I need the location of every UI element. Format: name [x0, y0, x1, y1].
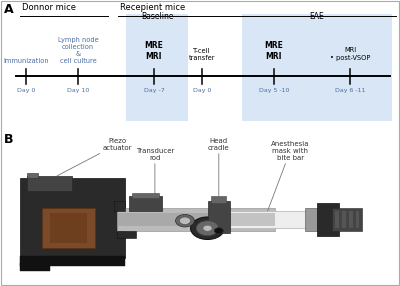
Text: Day 0: Day 0 [193, 88, 211, 93]
Bar [332, 208, 362, 231]
Text: Day 10: Day 10 [67, 88, 89, 93]
Bar [114, 201, 125, 211]
Bar [117, 231, 136, 238]
Text: B: B [4, 133, 14, 146]
Bar [50, 213, 87, 243]
Circle shape [191, 217, 224, 239]
Text: A: A [4, 3, 14, 16]
Bar [27, 176, 72, 191]
Bar [126, 15, 188, 121]
Bar [20, 263, 50, 271]
Bar [27, 173, 38, 178]
Bar [335, 211, 339, 228]
Bar [342, 211, 346, 228]
Text: Anesthesia
mask with
bite bar: Anesthesia mask with bite bar [268, 141, 310, 211]
Text: Transducer
rod: Transducer rod [136, 148, 174, 196]
Bar [128, 196, 162, 211]
Bar [208, 201, 230, 233]
Text: Immunization: Immunization [3, 58, 49, 64]
Text: MRE
MRI: MRE MRI [144, 41, 164, 61]
Bar [211, 196, 226, 203]
Bar [349, 211, 353, 228]
Text: T-cell
transfer: T-cell transfer [189, 47, 215, 61]
Bar [117, 208, 275, 231]
Text: Donnor mice: Donnor mice [22, 3, 76, 12]
Bar [20, 178, 125, 258]
Bar [305, 208, 320, 231]
Text: Day 0: Day 0 [17, 88, 35, 93]
Bar [132, 193, 159, 198]
Bar [316, 203, 339, 236]
Text: Lymph node
collection
&
cell culture: Lymph node collection & cell culture [58, 37, 98, 64]
Circle shape [203, 225, 212, 231]
Bar [117, 213, 275, 226]
Bar [230, 211, 320, 228]
Text: Day -7: Day -7 [144, 88, 164, 93]
Text: Recepient mice: Recepient mice [120, 3, 185, 12]
Text: Day 5 -10: Day 5 -10 [259, 88, 289, 93]
Bar [356, 211, 360, 228]
Text: Piezo
actuator: Piezo actuator [57, 138, 132, 176]
Circle shape [214, 228, 223, 234]
Circle shape [179, 217, 191, 225]
Text: Day 6 -11: Day 6 -11 [335, 88, 365, 93]
Text: Baseline: Baseline [141, 12, 173, 21]
Circle shape [176, 214, 194, 227]
Circle shape [196, 221, 219, 236]
Bar [42, 208, 95, 248]
Text: MRI
• post-VSOP: MRI • post-VSOP [330, 47, 370, 61]
Text: Head
cradle: Head cradle [208, 138, 230, 196]
Text: MRE
MRI: MRE MRI [264, 41, 284, 61]
Text: EAE: EAE [310, 12, 324, 21]
Bar [242, 15, 392, 121]
Bar [20, 256, 125, 266]
